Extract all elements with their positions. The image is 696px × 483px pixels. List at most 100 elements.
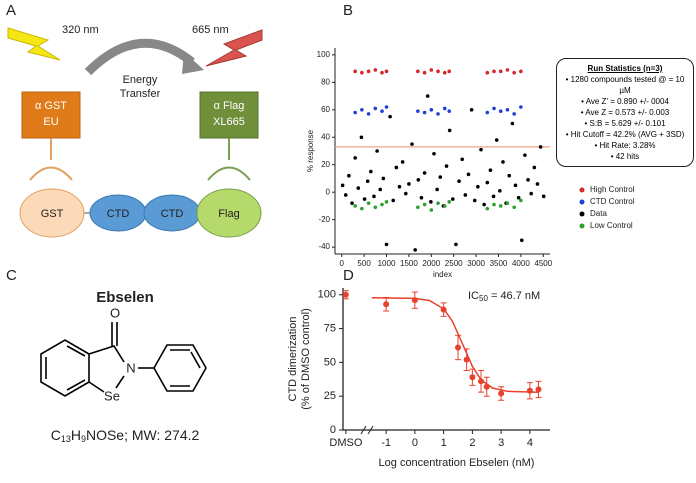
x-tick-label: 0 [412, 437, 418, 449]
x-tick-label: 0 [339, 259, 344, 268]
point [541, 194, 546, 199]
point [369, 169, 373, 174]
point [485, 180, 490, 185]
point [380, 202, 384, 207]
point [394, 165, 399, 170]
structure [40, 322, 207, 397]
point [535, 182, 540, 186]
connector [207, 166, 251, 181]
point [429, 200, 433, 204]
point [476, 184, 480, 189]
point [375, 149, 379, 153]
point [353, 110, 357, 115]
y-tick-label: 40 [321, 132, 330, 141]
point [498, 204, 503, 208]
point [366, 201, 371, 205]
legend-label: High Control [590, 185, 635, 194]
point [403, 191, 408, 196]
y-tick-label: 100 [318, 289, 336, 301]
legend-label: CTD Control [590, 197, 635, 206]
point [388, 114, 392, 119]
point [519, 198, 523, 203]
point [523, 153, 527, 157]
fit-curve [371, 296, 539, 393]
point [416, 69, 420, 74]
lightning-bolt [205, 29, 263, 67]
point [447, 128, 452, 133]
y-tick-label: -20 [318, 215, 330, 224]
point [360, 108, 364, 112]
point [451, 197, 455, 201]
point [526, 387, 533, 394]
point [447, 109, 452, 113]
point [532, 165, 537, 170]
point [384, 105, 389, 109]
point [483, 383, 490, 390]
x-tick-label: 4000 [512, 259, 530, 268]
point [485, 110, 490, 115]
legend-marker [579, 187, 585, 193]
y-tick-label: 75 [324, 322, 336, 334]
point [416, 178, 421, 182]
formula: C13H9NOSe; MW: 274.2 [51, 427, 200, 445]
point [460, 157, 465, 162]
point [432, 151, 436, 156]
point [397, 184, 402, 189]
acceptor-box [199, 91, 259, 139]
x-axis-label: Log concentration Ebselen (nM) [379, 457, 535, 469]
point [411, 297, 418, 304]
point [492, 202, 496, 207]
y-tick-label: 0 [326, 187, 331, 196]
formula-part: H [71, 427, 81, 443]
point [505, 201, 510, 205]
panel-label: D [343, 267, 354, 284]
y-tick-label: 60 [321, 105, 330, 114]
point [507, 173, 512, 178]
point [447, 69, 452, 74]
domain-label: GST [41, 208, 64, 220]
point [436, 69, 440, 74]
point [419, 195, 424, 200]
annotation-part: = 46.7 nM [488, 290, 540, 302]
point [519, 105, 523, 109]
formula-part: 13 [61, 434, 71, 444]
x-tick-label: 2500 [445, 259, 463, 268]
point [422, 202, 427, 207]
point [440, 306, 447, 313]
point [463, 193, 468, 197]
domain-label: CTD [107, 208, 130, 220]
point [410, 142, 414, 146]
x-tick-label: 3000 [467, 259, 485, 268]
legend-label: Data [590, 209, 607, 218]
formula-part: C [51, 427, 61, 443]
point [469, 374, 476, 381]
point [455, 344, 461, 351]
point [380, 70, 384, 75]
point [353, 204, 357, 208]
y-tick-label: 0 [330, 424, 336, 436]
point [505, 68, 510, 72]
point [381, 176, 386, 181]
domain [19, 188, 85, 238]
point [384, 200, 389, 204]
point [359, 135, 364, 140]
y-axis-label: (% of DMSO control) [300, 308, 312, 409]
point [526, 178, 530, 182]
legend-label: Low Control [590, 221, 633, 230]
donor-box [21, 91, 81, 139]
stats-box: Run Statistics (n=3) 1280 compounds test… [556, 58, 694, 167]
annotation: IC50 = 46.7 nM [468, 290, 540, 303]
point [340, 183, 345, 188]
point [519, 238, 524, 243]
point [350, 201, 354, 205]
annotation-part: IC [468, 290, 479, 302]
y-tick-label: 80 [321, 77, 330, 86]
point [416, 205, 420, 210]
x-tick-label: 500 [357, 259, 371, 268]
point [469, 108, 474, 112]
x-tick-label: 1 [441, 437, 447, 449]
point [457, 179, 461, 184]
y-tick-label: 50 [324, 356, 336, 368]
x-tick-label: 2 [469, 437, 475, 449]
acceptor-label: XL665 [213, 116, 245, 128]
